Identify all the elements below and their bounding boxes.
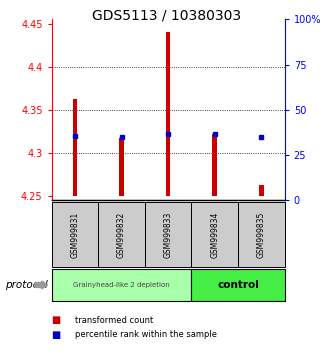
Bar [73, 99, 77, 196]
Bar [259, 185, 264, 196]
Text: ■: ■ [52, 330, 61, 339]
Text: percentile rank within the sample: percentile rank within the sample [75, 330, 217, 339]
Bar [166, 32, 170, 196]
Text: GDS5113 / 10380303: GDS5113 / 10380303 [92, 9, 241, 23]
Text: Grainyhead-like 2 depletion: Grainyhead-like 2 depletion [73, 282, 170, 288]
Text: GSM999834: GSM999834 [210, 211, 219, 258]
Bar [212, 134, 217, 196]
Text: GSM999835: GSM999835 [257, 211, 266, 258]
Text: ■: ■ [52, 315, 61, 325]
Bar [119, 138, 124, 196]
Text: GSM999831: GSM999831 [70, 211, 80, 258]
Text: protocol: protocol [5, 280, 48, 290]
Text: GSM999832: GSM999832 [117, 211, 126, 258]
Text: GSM999833: GSM999833 [164, 211, 173, 258]
Text: transformed count: transformed count [75, 316, 153, 325]
Text: control: control [217, 280, 259, 290]
